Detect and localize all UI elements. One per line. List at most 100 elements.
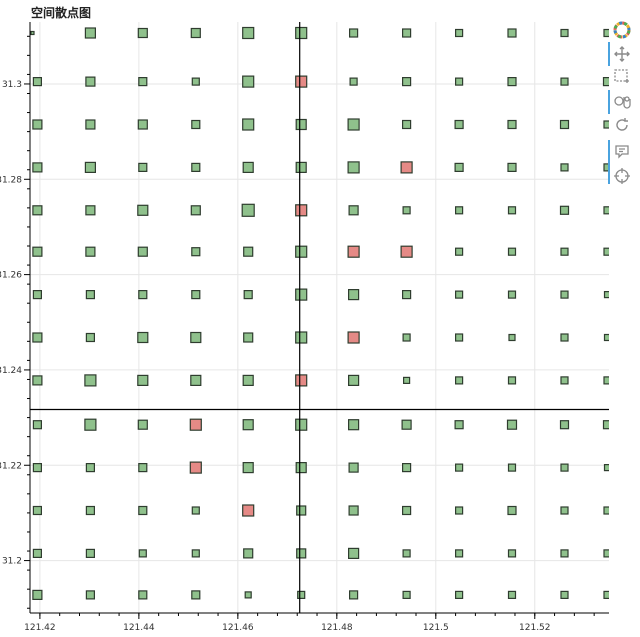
scatter-point[interactable]	[348, 374, 360, 386]
scatter-point[interactable]	[137, 204, 149, 216]
scatter-point[interactable]	[603, 120, 611, 129]
scatter-point[interactable]	[349, 28, 359, 38]
scatter-point[interactable]	[242, 26, 255, 40]
scatter-point[interactable]	[138, 549, 147, 558]
scatter-point[interactable]	[402, 28, 412, 38]
scatter-point[interactable]	[243, 246, 254, 257]
crosshair-icon[interactable]	[612, 166, 632, 186]
scatter-point[interactable]	[349, 77, 358, 86]
scatter-point[interactable]	[560, 590, 569, 600]
scatter-point[interactable]	[138, 290, 148, 300]
scatter-point[interactable]	[402, 549, 411, 558]
scatter-point[interactable]	[602, 420, 612, 430]
pan-icon[interactable]	[612, 44, 632, 64]
scatter-point[interactable]	[295, 418, 308, 431]
scatter-point[interactable]	[507, 76, 517, 87]
scatter-point[interactable]	[455, 206, 464, 215]
bokeh-logo-icon[interactable]	[612, 20, 632, 40]
scatter-point[interactable]	[297, 590, 306, 600]
scatter-point[interactable]	[244, 591, 252, 599]
scatter-point[interactable]	[243, 548, 254, 559]
scatter-point[interactable]	[190, 374, 202, 386]
scatter-point[interactable]	[507, 463, 517, 472]
scatter-point[interactable]	[296, 548, 307, 559]
scatter-point[interactable]	[603, 28, 611, 38]
scatter-point[interactable]	[559, 205, 570, 215]
scatter-point[interactable]	[295, 26, 308, 40]
scatter-point[interactable]	[85, 332, 96, 343]
scatter-point[interactable]	[190, 27, 201, 39]
scatter-point[interactable]	[137, 27, 148, 39]
scatter-point[interactable]	[349, 590, 359, 600]
scatter-point[interactable]	[85, 463, 96, 473]
scatter-point-highlight[interactable]	[400, 161, 413, 174]
scatter-point-highlight[interactable]	[189, 418, 202, 431]
scatter-point-highlight[interactable]	[347, 331, 360, 344]
scatter-point[interactable]	[243, 290, 253, 300]
scatter-point[interactable]	[455, 549, 464, 558]
scatter-point[interactable]	[32, 205, 43, 216]
scatter-point[interactable]	[138, 76, 148, 87]
scatter-point[interactable]	[296, 505, 307, 516]
scatter-point[interactable]	[242, 118, 255, 131]
scatter-point[interactable]	[455, 28, 464, 38]
scatter-point[interactable]	[454, 420, 464, 430]
scatter-point[interactable]	[191, 590, 201, 600]
scatter-point[interactable]	[455, 77, 464, 86]
scatter-point[interactable]	[603, 163, 611, 172]
box-zoom-icon[interactable]	[612, 66, 632, 86]
scatter-point[interactable]	[603, 464, 611, 472]
scatter-point[interactable]	[402, 333, 411, 342]
scatter-point[interactable]	[84, 27, 97, 39]
scatter-point[interactable]	[348, 205, 359, 216]
scatter-point[interactable]	[137, 419, 148, 430]
scatter-point[interactable]	[32, 420, 43, 430]
scatter-point[interactable]	[191, 506, 200, 515]
scatter-point[interactable]	[242, 419, 254, 431]
scatter-point[interactable]	[32, 76, 43, 87]
scatter-point[interactable]	[455, 333, 464, 342]
scatter-point[interactable]	[32, 589, 43, 601]
scatter-point[interactable]	[295, 118, 307, 131]
scatter-point[interactable]	[507, 376, 517, 385]
scatter-point[interactable]	[402, 505, 412, 516]
scatter-point[interactable]	[85, 505, 96, 516]
scatter-point[interactable]	[560, 163, 569, 172]
scatter-point[interactable]	[85, 205, 96, 216]
scatter-point[interactable]	[32, 332, 43, 343]
scatter-point[interactable]	[242, 374, 254, 386]
scatter-point[interactable]	[85, 119, 96, 130]
scatter-point[interactable]	[603, 206, 611, 215]
scatter-point[interactable]	[242, 462, 254, 474]
scatter-point[interactable]	[560, 77, 569, 86]
scatter-point[interactable]	[137, 246, 148, 257]
scatter-point[interactable]	[402, 590, 411, 600]
scatter-point[interactable]	[32, 505, 43, 516]
scatter-point[interactable]	[603, 376, 611, 385]
scatter-point[interactable]	[560, 506, 569, 515]
scatter-point-highlight[interactable]	[295, 374, 308, 387]
scatter-point[interactable]	[242, 75, 255, 88]
scatter-point[interactable]	[402, 290, 412, 300]
scatter-point[interactable]	[84, 418, 97, 431]
scatter-point[interactable]	[85, 590, 96, 600]
scatter-point[interactable]	[32, 375, 43, 386]
scatter-point[interactable]	[191, 247, 201, 257]
scatter-point[interactable]	[506, 419, 518, 430]
scatter-point[interactable]	[402, 463, 412, 473]
scatter-point[interactable]	[560, 463, 569, 472]
scatter-point[interactable]	[295, 462, 307, 474]
scatter-point[interactable]	[507, 549, 517, 558]
scatter-point-highlight[interactable]	[347, 245, 360, 258]
scatter-point[interactable]	[401, 419, 412, 430]
scatter-point[interactable]	[403, 376, 411, 384]
scatter-point[interactable]	[190, 331, 202, 344]
scatter-point[interactable]	[85, 548, 96, 559]
scatter-point[interactable]	[348, 289, 360, 301]
scatter-point[interactable]	[242, 161, 254, 173]
scatter-point[interactable]	[32, 162, 43, 173]
scatter-point[interactable]	[402, 76, 412, 87]
scatter-point[interactable]	[507, 206, 517, 215]
scatter-point[interactable]	[348, 419, 360, 431]
